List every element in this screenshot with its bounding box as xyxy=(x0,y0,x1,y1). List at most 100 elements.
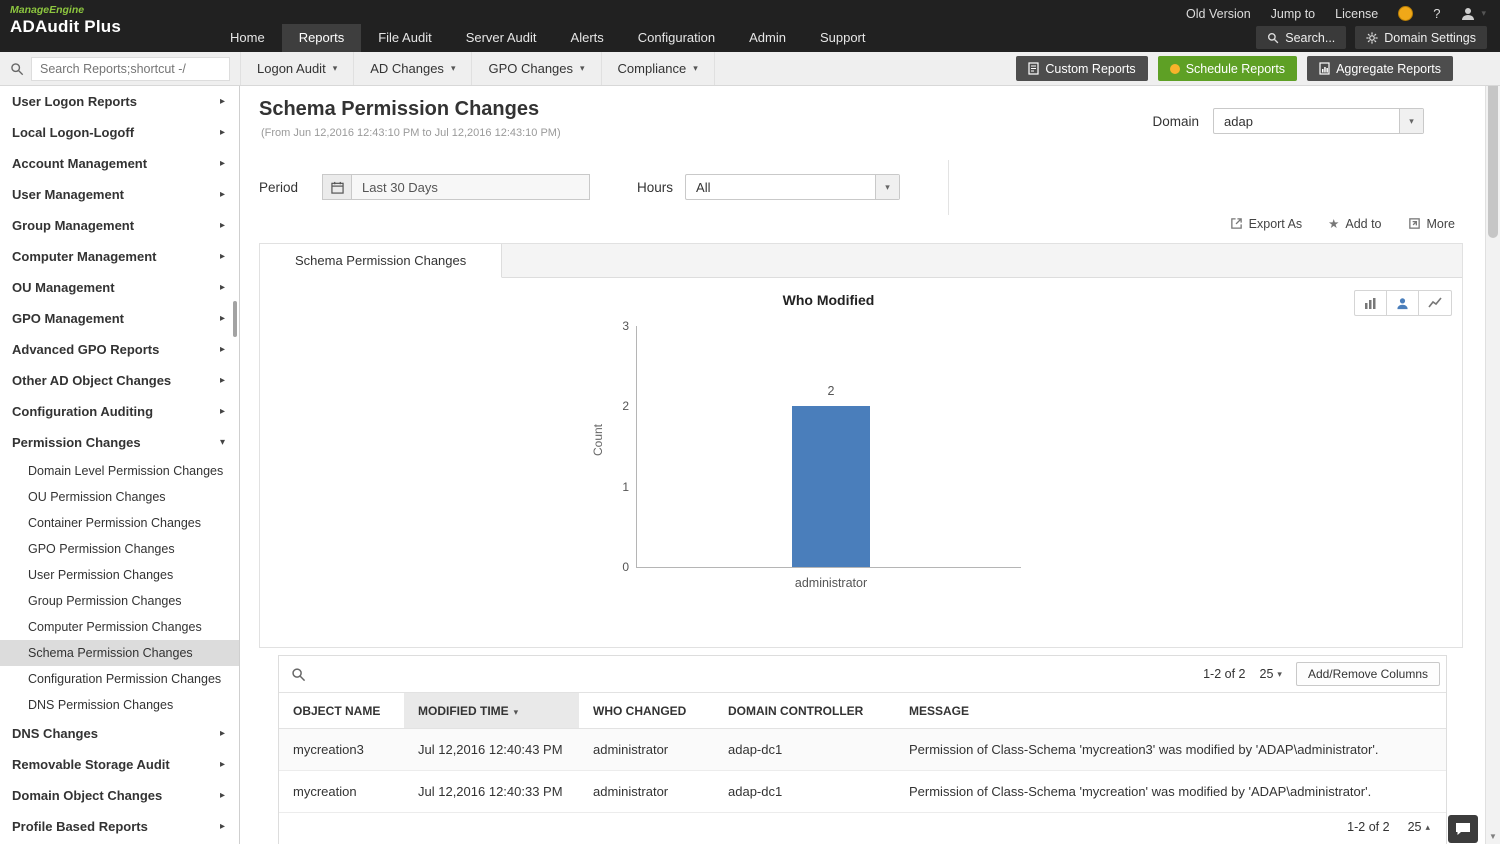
star-icon: ★ xyxy=(1328,217,1340,231)
sidebar-item-profile-based-reports[interactable]: Profile Based Reports ▸ xyxy=(0,811,239,842)
user-menu[interactable]: ▾ xyxy=(1460,6,1486,22)
more-button[interactable]: More xyxy=(1408,216,1455,231)
tab-schema-permission-changes[interactable]: Schema Permission Changes xyxy=(260,244,503,278)
nav-admin[interactable]: Admin xyxy=(749,30,786,45)
nav-reports[interactable]: Reports xyxy=(281,24,362,52)
add-remove-columns-button[interactable]: Add/Remove Columns xyxy=(1295,662,1440,686)
sidebar-item-user-logon-reports[interactable]: User Logon Reports ▸ xyxy=(0,86,239,117)
column-header-domain-controller[interactable]: DOMAIN CONTROLLER xyxy=(714,692,895,729)
nav-alerts[interactable]: Alerts xyxy=(570,30,604,45)
menu-compliance[interactable]: Compliance ▾ xyxy=(602,52,715,85)
sidebar-item-other-ad-object-changes[interactable]: Other AD Object Changes ▸ xyxy=(0,365,239,396)
sidebar-subitem-dns-permission-changes[interactable]: DNS Permission Changes xyxy=(0,692,239,718)
export-as-button[interactable]: Export As xyxy=(1230,216,1302,231)
nav-file-audit[interactable]: File Audit xyxy=(378,30,432,45)
sidebar-item-configuration-auditing[interactable]: Configuration Auditing ▸ xyxy=(0,396,239,427)
add-to-button[interactable]: ★ Add to xyxy=(1328,216,1381,232)
calendar-button[interactable] xyxy=(322,174,353,200)
table-search-icon[interactable] xyxy=(291,667,306,682)
sidebar-item-removable-storage-audit[interactable]: Removable Storage Audit ▸ xyxy=(0,749,239,780)
nav-home[interactable]: Home xyxy=(230,30,265,45)
sidebar-item-label: DNS Changes xyxy=(12,726,98,741)
sidebar-subitem-ou-permission-changes[interactable]: OU Permission Changes xyxy=(0,484,239,510)
domain-selected-value: adap xyxy=(1224,113,1253,129)
jump-to-link[interactable]: Jump to xyxy=(1270,6,1316,21)
nav-configuration[interactable]: Configuration xyxy=(637,30,716,45)
chart-bar[interactable] xyxy=(792,406,870,567)
chart-type-line-icon[interactable] xyxy=(1419,291,1451,315)
license-link[interactable]: License xyxy=(1335,6,1379,21)
sidebar-subitem-group-permission-changes[interactable]: Group Permission Changes xyxy=(0,588,239,614)
chart-y-axis-label: Count xyxy=(591,423,606,457)
sidebar-subitem-schema-permission-changes[interactable]: Schema Permission Changes xyxy=(0,640,239,666)
page-size-select-bottom[interactable]: 25 ▴ xyxy=(1408,820,1430,834)
period-field[interactable]: Last 30 Days xyxy=(352,174,591,200)
menu-label: Logon Audit xyxy=(257,61,326,76)
chevron-right-icon: ▸ xyxy=(219,220,225,231)
chart-type-bar-icon[interactable] xyxy=(1355,291,1387,315)
column-header-object-name[interactable]: OBJECT NAME xyxy=(279,692,404,729)
column-header-who-changed[interactable]: WHO CHANGED xyxy=(579,692,714,729)
sidebar-subitem-configuration-permission-changes[interactable]: Configuration Permission Changes xyxy=(0,666,239,692)
report-content: Schema Permission Changes (From Jun 12,2… xyxy=(240,86,1485,844)
sidebar-item-account-management[interactable]: Account Management ▸ xyxy=(0,148,239,179)
report-icon xyxy=(1028,62,1039,75)
column-header-message[interactable]: MESSAGE xyxy=(895,692,1446,729)
sidebar-item-ou-management[interactable]: OU Management ▸ xyxy=(0,272,239,303)
page-scrollbar[interactable]: ▲ ▼ xyxy=(1485,52,1500,844)
menu-ad-changes[interactable]: AD Changes ▾ xyxy=(354,52,473,85)
menu-gpo-changes[interactable]: GPO Changes ▾ xyxy=(472,52,602,85)
feedback-chat-button[interactable] xyxy=(1448,815,1478,843)
chart-view-switcher xyxy=(1354,290,1452,316)
nav-server-audit[interactable]: Server Audit xyxy=(465,30,537,45)
sidebar-item-domain-object-changes[interactable]: Domain Object Changes ▸ xyxy=(0,780,239,811)
domain-settings-button[interactable]: Domain Settings xyxy=(1355,26,1487,49)
global-search-button[interactable]: Search... xyxy=(1256,26,1347,49)
sidebar-item-local-logon-logoff[interactable]: Local Logon-Logoff ▸ xyxy=(0,117,239,148)
chart-user-view-icon[interactable] xyxy=(1387,291,1419,315)
cell-message: Permission of Class-Schema 'mycreation3'… xyxy=(895,728,1446,771)
sidebar-item-permission-changes[interactable]: Permission Changes ▾ xyxy=(0,427,239,458)
app-logo[interactable]: ManageEngine ADAudit Plus xyxy=(10,4,121,37)
domain-settings-label: Domain Settings xyxy=(1384,30,1476,45)
sidebar-item-user-management[interactable]: User Management ▸ xyxy=(0,179,239,210)
scrollbar-down-arrow[interactable]: ▼ xyxy=(1489,832,1497,841)
domain-select[interactable]: adap ▾ xyxy=(1213,108,1424,134)
sidebar-subitem-user-permission-changes[interactable]: User Permission Changes xyxy=(0,562,239,588)
table-row[interactable]: mycreation Jul 12,2016 12:40:33 PM admin… xyxy=(279,770,1446,813)
page-size-select[interactable]: 25 ▾ xyxy=(1260,667,1282,681)
sidebar-subitem-domain-level-permission-changes[interactable]: Domain Level Permission Changes xyxy=(0,458,239,484)
help-button[interactable]: ? xyxy=(1433,6,1441,21)
sidebar-item-label: Other AD Object Changes xyxy=(12,373,172,388)
menu-logon-audit[interactable]: Logon Audit ▾ xyxy=(240,52,355,85)
sidebar-item-group-management[interactable]: Group Management ▸ xyxy=(0,210,239,241)
search-icon xyxy=(11,62,24,75)
domain-label: Domain xyxy=(1152,113,1199,129)
reports-sidebar: User Logon Reports ▸ Local Logon-Logoff ▸ … xyxy=(0,86,240,844)
nav-support[interactable]: Support xyxy=(819,30,866,45)
menu-label: GPO Changes xyxy=(488,61,574,76)
calendar-icon xyxy=(330,181,344,194)
report-search xyxy=(0,56,240,81)
sidebar-subitem-computer-permission-changes[interactable]: Computer Permission Changes xyxy=(0,614,239,640)
sidebar-item-advanced-gpo-reports[interactable]: Advanced GPO Reports ▸ xyxy=(0,334,239,365)
notification-icon[interactable] xyxy=(1398,6,1414,21)
y-tick: 1 xyxy=(622,479,629,494)
report-search-input[interactable] xyxy=(31,56,230,81)
scrollbar-thumb[interactable] xyxy=(1488,68,1498,238)
table-row[interactable]: mycreation3 Jul 12,2016 12:40:43 PM admi… xyxy=(279,728,1446,771)
custom-reports-button[interactable]: Custom Reports xyxy=(1016,56,1148,81)
sidebar-item-dns-changes[interactable]: DNS Changes ▸ xyxy=(0,718,239,749)
sidebar-item-computer-management[interactable]: Computer Management ▸ xyxy=(0,241,239,272)
sidebar-subitem-container-permission-changes[interactable]: Container Permission Changes xyxy=(0,510,239,536)
filter-row: Period Last 30 Days Hours All ▾ xyxy=(259,174,901,200)
sidebar-item-gpo-management[interactable]: GPO Management ▸ xyxy=(0,303,239,334)
sidebar-subitem-gpo-permission-changes[interactable]: GPO Permission Changes xyxy=(0,536,239,562)
column-header-modified-time[interactable]: MODIFIED TIME ▾ xyxy=(404,692,579,729)
hours-label: Hours xyxy=(637,179,674,195)
schedule-reports-button[interactable]: Schedule Reports xyxy=(1157,56,1298,81)
sidebar-scrollbar-thumb[interactable] xyxy=(233,301,237,337)
old-version-link[interactable]: Old Version xyxy=(1186,6,1251,21)
hours-select[interactable]: All ▾ xyxy=(685,174,901,200)
aggregate-reports-button[interactable]: Aggregate Reports xyxy=(1307,56,1453,81)
